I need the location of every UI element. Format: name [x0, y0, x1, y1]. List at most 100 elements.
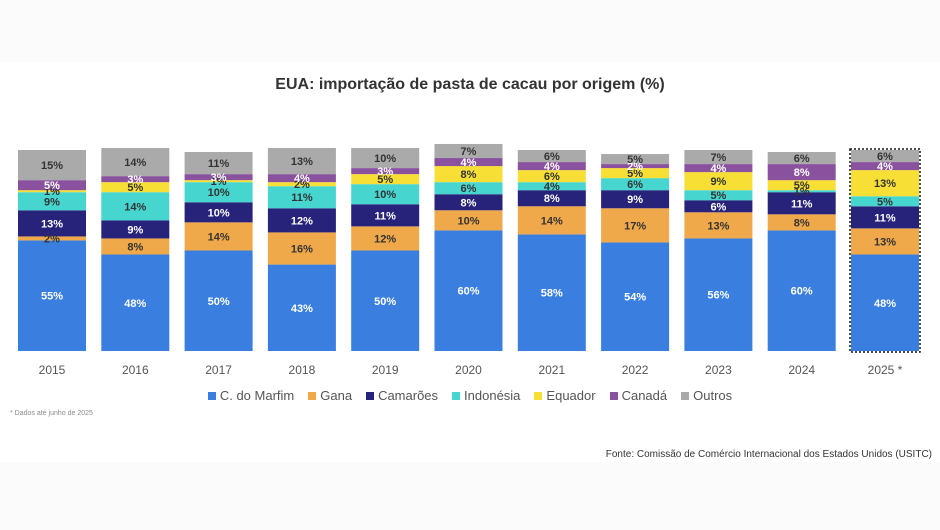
bar-segment	[101, 220, 170, 239]
bar-segment	[267, 182, 336, 187]
data-label: 5%	[710, 190, 726, 202]
bar-segment	[267, 208, 336, 233]
legend-label: Camarões	[378, 388, 439, 403]
bar-segment	[267, 147, 336, 175]
data-label: 13%	[707, 220, 729, 232]
bar-segment	[434, 166, 503, 183]
bar-segment	[101, 176, 170, 183]
bar-segment	[351, 226, 420, 251]
bar-segment	[684, 164, 753, 173]
data-label: 8%	[461, 169, 477, 181]
bar-segment	[351, 204, 420, 227]
data-label: 13%	[291, 156, 313, 168]
data-label: 55%	[41, 291, 63, 303]
legend-item: Indonésia	[452, 388, 520, 403]
data-label: 9%	[627, 194, 643, 206]
chart-title: EUA: importação de pasta de cacau por or…	[275, 76, 665, 93]
bar-segment	[184, 152, 253, 175]
bar-segment	[351, 250, 420, 351]
data-label: 12%	[291, 215, 313, 227]
legend-label: Indonésia	[464, 388, 521, 403]
data-label: 48%	[124, 298, 146, 310]
data-label: 13%	[874, 178, 896, 190]
legend-label: C. do Marfim	[219, 388, 295, 403]
legend-swatch	[534, 391, 543, 400]
bar-segment	[601, 178, 670, 191]
data-label: 10%	[208, 187, 230, 199]
bar-segment	[601, 164, 670, 169]
data-label: 5%	[377, 174, 393, 186]
bar-segment	[767, 230, 836, 351]
bar-segment	[517, 150, 586, 163]
legend-item: Outros	[681, 388, 732, 403]
data-label: 7%	[710, 152, 726, 164]
bar-segment	[767, 152, 836, 165]
x-tick-label: 2015	[39, 363, 66, 377]
data-label: 8%	[544, 193, 560, 205]
data-label: 8%	[794, 167, 810, 179]
data-label: 15%	[41, 160, 63, 172]
bar-segment	[684, 190, 753, 201]
data-label: 54%	[624, 292, 646, 304]
x-tick-label: 2020	[455, 363, 482, 377]
data-label: 60%	[791, 286, 813, 298]
data-label: 13%	[41, 218, 63, 230]
data-label: 8%	[461, 197, 477, 209]
data-label: 5%	[877, 196, 893, 208]
bar-segment	[684, 172, 753, 191]
bar-segment	[851, 150, 919, 163]
data-label: 56%	[707, 290, 729, 302]
bar-segment	[267, 186, 336, 209]
source-note: Fonte: Comissão de Comércio Internaciona…	[605, 449, 932, 460]
data-label: 5%	[44, 180, 60, 192]
data-label: 6%	[877, 151, 893, 163]
bar-segment	[767, 192, 836, 215]
legend-swatch	[609, 391, 618, 400]
bar-segment	[601, 154, 670, 165]
legend-item: C. do Marfim	[207, 388, 295, 403]
bar-segment	[18, 180, 86, 191]
data-label: 5%	[127, 182, 143, 194]
data-label: 3%	[377, 166, 393, 178]
data-label: 12%	[374, 233, 396, 245]
data-label: 11%	[791, 198, 813, 210]
data-label: 1%	[211, 176, 227, 188]
x-tick-label: 2019	[372, 363, 399, 377]
legend-item: Gana	[308, 388, 352, 403]
data-label: 1%	[794, 186, 810, 198]
data-label: 5%	[794, 180, 810, 192]
footnote: * Dados até junho de 2025	[10, 410, 93, 417]
data-label: 6%	[627, 179, 643, 191]
bar-segment	[601, 190, 670, 209]
bar-segment	[851, 196, 919, 207]
data-label: 8%	[794, 217, 810, 229]
bar-segment	[684, 200, 753, 213]
bar-segment	[517, 190, 586, 207]
legend-swatch	[681, 391, 690, 400]
data-label: 14%	[124, 157, 146, 169]
bar-segment	[101, 182, 170, 193]
x-tick-label: 2016	[122, 363, 149, 377]
bar-segment	[434, 210, 503, 231]
data-label: 14%	[208, 231, 230, 243]
data-label: 2%	[627, 161, 643, 173]
data-label: 9%	[44, 196, 60, 208]
data-label: 9%	[127, 224, 143, 236]
data-label: 11%	[874, 212, 896, 224]
x-tick-label: 2023	[705, 363, 732, 377]
legend-swatch	[308, 391, 317, 400]
data-label: 4%	[544, 181, 560, 193]
bar-segment	[184, 174, 253, 181]
bar-segment	[351, 174, 420, 185]
legend-swatch	[207, 391, 216, 400]
bar-segment	[684, 238, 753, 351]
bar-segment	[18, 150, 86, 181]
data-label: 1%	[44, 186, 60, 198]
data-label: 4%	[710, 163, 726, 175]
bar-segment	[851, 162, 919, 171]
data-label: 6%	[544, 151, 560, 163]
bar-segment	[18, 190, 86, 193]
data-label: 4%	[294, 173, 310, 185]
data-label: 5%	[627, 168, 643, 180]
x-tick-label: 2017	[205, 363, 232, 377]
